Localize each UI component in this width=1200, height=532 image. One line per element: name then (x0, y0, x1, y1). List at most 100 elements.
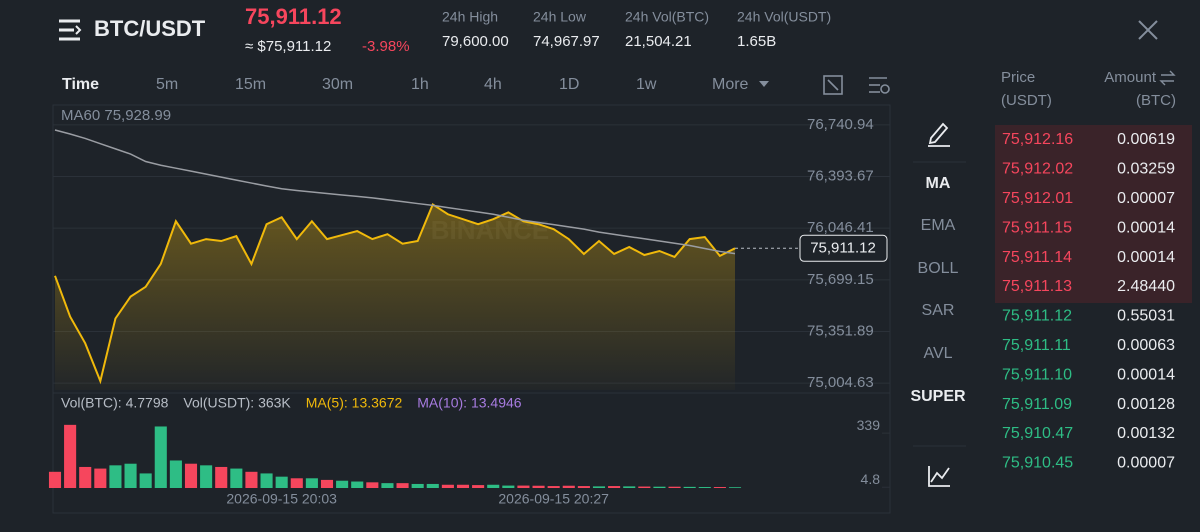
timeframe-tab[interactable]: 1w (636, 76, 657, 93)
volume-bar (94, 468, 107, 488)
volume-bar (713, 487, 726, 488)
stat-value: 79,600.00 (442, 33, 509, 50)
timeframe-tab[interactable]: Time (62, 76, 99, 93)
order-price[interactable]: 75,911.12 (1002, 308, 1072, 325)
volume-bar (608, 486, 621, 488)
order-amount[interactable]: 0.00014 (1117, 366, 1175, 383)
order-amount[interactable]: 0.00014 (1117, 219, 1175, 236)
stat-label: 24h High (442, 9, 498, 25)
order-price[interactable]: 75,911.13 (1002, 278, 1072, 295)
order-price[interactable]: 75,912.01 (1002, 190, 1073, 207)
last-price-box (799, 234, 888, 262)
volume-legend: Vol(BTC): 4.7798 (61, 395, 169, 411)
volume-bar (260, 473, 273, 488)
price-header: Price (1001, 69, 1035, 86)
volume-bar (275, 476, 288, 488)
volume-bar (668, 486, 681, 488)
chart-frame (52, 104, 891, 514)
volume-bar (48, 471, 62, 488)
price-area (55, 204, 735, 390)
timeframe-tab[interactable]: 5m (156, 76, 178, 93)
timeframe-tab[interactable]: 1D (559, 76, 579, 93)
indicator-option[interactable]: EMA (921, 217, 956, 234)
timeframe-tab[interactable]: 30m (322, 76, 353, 93)
fullscreen-icon[interactable] (823, 75, 843, 95)
order-price[interactable]: 75,911.15 (1002, 219, 1072, 236)
volume-bar (472, 485, 485, 488)
volume-bar (124, 463, 137, 488)
order-amount[interactable]: 0.00007 (1117, 455, 1175, 472)
timeframe-tab[interactable]: 1h (411, 76, 429, 93)
volume-bar (728, 487, 742, 488)
chart-type-icon[interactable] (928, 466, 950, 487)
volume-bar (230, 468, 243, 488)
settings-icon[interactable] (869, 77, 890, 94)
volume-bar (336, 480, 349, 488)
order-amount[interactable]: 0.00128 (1117, 396, 1175, 413)
indicator-option[interactable]: SUPER (910, 388, 966, 405)
order-amount[interactable]: 0.00619 (1117, 131, 1175, 148)
order-amount[interactable]: 0.00132 (1117, 425, 1175, 442)
indicator-option[interactable]: BOLL (918, 260, 959, 277)
volume-legend: MA(10): 13.4946 (417, 395, 521, 411)
order-amount[interactable]: 0.00014 (1117, 249, 1175, 266)
amount-unit: (BTC) (1136, 92, 1176, 109)
volume-bar (638, 486, 651, 488)
volume-bar (64, 424, 77, 488)
order-price[interactable]: 75,911.09 (1002, 396, 1072, 413)
volume-bar (683, 486, 696, 488)
volume-bar (532, 485, 545, 488)
order-amount[interactable]: 2.48440 (1117, 278, 1175, 295)
order-price[interactable]: 75,912.02 (1002, 161, 1073, 178)
indicator-option[interactable]: SAR (922, 302, 955, 319)
menu-icon[interactable] (59, 19, 82, 41)
volume-bar (169, 460, 182, 488)
ma-label: MA60 75,928.99 (61, 107, 171, 124)
volume-bar (592, 486, 606, 488)
draw-icon[interactable] (928, 122, 950, 147)
indicator-option[interactable]: AVL (923, 345, 952, 362)
timeframe-tab[interactable]: More (712, 76, 749, 93)
volume-bar (245, 471, 258, 488)
volume-tick-label: 339 (857, 417, 881, 433)
y-tick-label: 76,393.67 (807, 168, 874, 185)
stat-value: 21,504.21 (625, 33, 692, 50)
price-line (54, 202, 736, 385)
order-amount[interactable]: 0.03259 (1117, 161, 1175, 178)
ask-depth-background (995, 125, 1192, 303)
timeframe-tab[interactable]: 15m (235, 76, 266, 93)
timeframe-tab[interactable]: 4h (484, 76, 502, 93)
dropdown-arrow[interactable] (759, 81, 769, 87)
volume-bar (441, 484, 454, 488)
order-price[interactable]: 75,912.16 (1002, 131, 1073, 148)
volume-bar (487, 484, 500, 488)
order-amount[interactable]: 0.55031 (1117, 308, 1175, 325)
price-change: -3.98% (362, 38, 410, 55)
volume-bar (517, 485, 530, 488)
volume-legend: MA(5): 13.3672 (306, 395, 403, 411)
order-amount[interactable]: 0.00007 (1117, 190, 1175, 207)
volume-bar (139, 473, 152, 488)
order-amount[interactable]: 0.00063 (1117, 337, 1175, 354)
x-tick-label: 2026-09-15 20:03 (226, 491, 337, 507)
indicator-option[interactable]: MA (926, 175, 951, 192)
order-price[interactable]: 75,911.10 (1002, 366, 1072, 383)
order-price[interactable]: 75,910.47 (1002, 425, 1073, 442)
close-button[interactable] (1138, 20, 1158, 40)
pair-title[interactable]: BTC/USDT (94, 16, 206, 41)
order-price[interactable]: 75,911.14 (1002, 249, 1072, 266)
order-price[interactable]: 75,910.45 (1002, 455, 1073, 472)
last-price-label: 75,911.12 (810, 239, 876, 256)
volume-bar (698, 487, 711, 488)
volume-bar (411, 483, 424, 488)
order-price[interactable]: 75,911.11 (1002, 337, 1071, 354)
swap-icon[interactable] (1159, 70, 1176, 86)
volume-bar (562, 485, 575, 488)
approx-price: ≈ $75,911.12 (245, 38, 331, 55)
volume-bar (79, 466, 92, 488)
amount-header[interactable]: Amount (1104, 69, 1157, 86)
y-tick-label: 75,699.15 (807, 271, 874, 288)
stat-value: 74,967.97 (533, 33, 600, 50)
